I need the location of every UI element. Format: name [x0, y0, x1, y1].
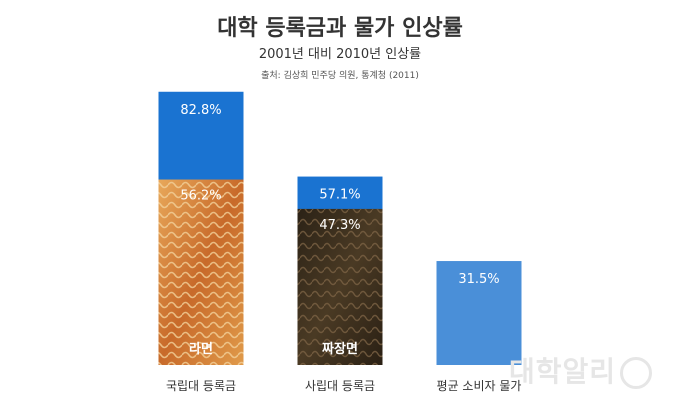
brand-watermark: 대학알리 — [509, 350, 652, 390]
chart-subtitle: 2001년 대비 2010년 인상률 — [258, 47, 422, 62]
x-tick-label: 사립대 등록금 — [305, 379, 375, 393]
food-name-label: 짜장면 — [322, 341, 358, 357]
bar-value-label: 31.5% — [458, 272, 499, 287]
bar-value-label: 57.1% — [319, 188, 360, 203]
bar — [436, 261, 522, 365]
x-tick-label: 국립대 등록금 — [166, 379, 236, 393]
chart-source: 출처: 김상희 민주당 의원, 통계청 (2011) — [261, 71, 419, 81]
food-name-label: 라면 — [189, 341, 213, 357]
x-tick-label: 평균 소비자 물가 — [437, 379, 522, 393]
chart-title: 대학 등록금과 물가 인상률 — [217, 16, 463, 41]
bar-value-label: 82.8% — [180, 103, 221, 118]
brand-logo-icon — [620, 357, 652, 389]
brand-text: 대학알리 — [508, 355, 616, 388]
food-photo-texture — [297, 208, 383, 365]
food-photo-texture — [158, 179, 244, 365]
food-value-label: 47.3% — [319, 218, 360, 233]
food-value-label: 56.2% — [180, 189, 221, 204]
